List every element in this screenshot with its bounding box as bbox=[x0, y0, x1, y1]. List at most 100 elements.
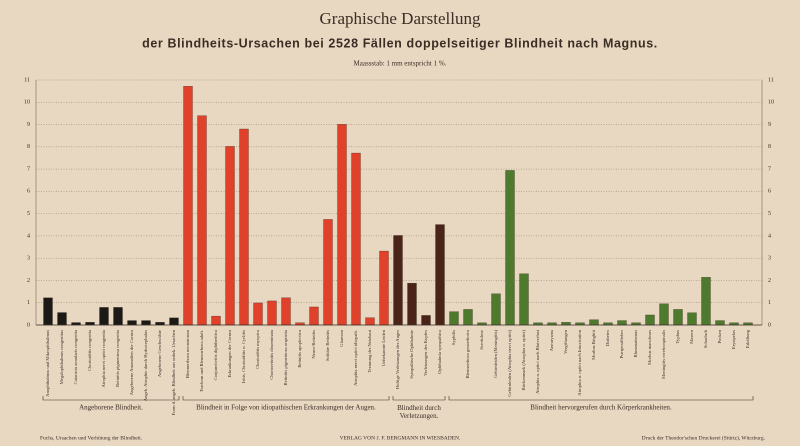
y-tick-label-right: 1 bbox=[768, 300, 771, 306]
x-tick-label: Meningitis cerebrospinalis bbox=[661, 330, 666, 379]
bar bbox=[197, 115, 207, 326]
x-tick-label: Chorioiditis myopica bbox=[255, 330, 260, 369]
bar bbox=[323, 219, 333, 326]
bar bbox=[407, 282, 417, 326]
group-bracket bbox=[42, 396, 180, 401]
y-tick-label: 7 bbox=[27, 166, 30, 172]
group-bracket bbox=[392, 396, 446, 401]
bar bbox=[701, 277, 711, 326]
x-tick-label: Neuro-Retinitis bbox=[311, 330, 316, 359]
x-tick-label: Angeb. Atrophie durch Hydrocephalus bbox=[143, 330, 148, 401]
x-tick-label: Atrophia nervi optici congenita bbox=[101, 330, 106, 388]
x-tick-label: Conjunctivitis diphtheritica bbox=[213, 330, 218, 380]
x-tick-label: Rheumatismus bbox=[633, 330, 638, 358]
bar bbox=[43, 297, 53, 326]
x-tick-label: Morbus maculosus bbox=[647, 330, 652, 365]
bar bbox=[85, 322, 95, 326]
x-tick-label: Morbus Brightii bbox=[591, 329, 596, 359]
bar bbox=[141, 320, 151, 326]
x-tick-label: Angeborene Anomalien der Cornea bbox=[129, 330, 134, 395]
footer-left: Fuchs, Ursachen und Verhütung der Blindh… bbox=[40, 435, 143, 441]
bar bbox=[659, 303, 669, 326]
bar bbox=[379, 250, 389, 326]
x-tick-label: Glaucom bbox=[339, 330, 344, 347]
bar bbox=[491, 293, 501, 326]
chart-title: Graphische Darstellung bbox=[320, 9, 481, 28]
x-tick-label: Masern bbox=[689, 329, 694, 343]
x-tick-label: Rückenmark (Atrophia n. optici) bbox=[521, 330, 526, 391]
x-tick-label: Iritis, Chorioiditis u. Cyclitis bbox=[241, 330, 247, 383]
x-tick-label: Cataracta zonularis congenita bbox=[73, 330, 78, 384]
group-bracket bbox=[448, 396, 754, 401]
x-tick-label: Blennorrhoea gonorrhoica bbox=[465, 330, 470, 378]
bar bbox=[99, 307, 109, 326]
x-tick-label: Anophthalmus und Mikrophthalmus bbox=[45, 330, 50, 397]
y-tick-label: 11 bbox=[24, 77, 30, 83]
y-tick-label: 10 bbox=[24, 100, 30, 106]
bar bbox=[281, 297, 291, 326]
bar bbox=[463, 309, 473, 326]
bar bbox=[155, 322, 165, 326]
x-tick-label: Retinitis pigmentosa acquisita bbox=[283, 330, 288, 385]
bar bbox=[435, 224, 445, 326]
chart-subtitle: der Blindheits-Ursachen bei 2528 Fällen … bbox=[142, 36, 658, 50]
bar bbox=[211, 315, 221, 326]
bar bbox=[337, 124, 347, 326]
bar bbox=[267, 300, 277, 326]
y-tick-label-right: 3 bbox=[768, 256, 771, 262]
y-tick-label: 0 bbox=[27, 322, 30, 328]
legend-label: Angeborene Blindheit. bbox=[79, 404, 143, 412]
x-tick-label: Ophthalmia sympathica bbox=[437, 330, 442, 374]
x-tick-label: Puerperalfieber bbox=[619, 330, 624, 359]
x-tick-label: Vergiftungen bbox=[563, 329, 568, 354]
bar bbox=[687, 312, 697, 326]
group-bracket bbox=[182, 396, 390, 401]
bar bbox=[589, 319, 599, 326]
x-tick-label: Retinitis apoplectica bbox=[297, 330, 302, 368]
x-tick-label: Atrophia n. optici nach Intoxication bbox=[577, 329, 582, 395]
y-tick-label: 5 bbox=[27, 211, 30, 217]
y-tick-label-right: 11 bbox=[768, 77, 774, 83]
x-tick-label: Verletzungen des Kopfes bbox=[423, 330, 428, 376]
x-tick-label: Typhus bbox=[675, 330, 680, 344]
bar bbox=[309, 306, 319, 326]
x-tick-label: Syphilis bbox=[451, 330, 456, 345]
y-tick-label-right: 0 bbox=[768, 322, 771, 328]
x-tick-label: Erkrankungen der Cornea bbox=[227, 330, 232, 377]
bar bbox=[673, 309, 683, 326]
x-tick-label: Scharlach bbox=[703, 329, 708, 348]
x-tick-label: Trachom und Blennorrhoea adult. bbox=[199, 330, 204, 392]
bar bbox=[351, 152, 361, 326]
bar bbox=[715, 320, 725, 326]
x-tick-label: Scrofulose bbox=[479, 330, 484, 350]
x-tick-label: Pocken bbox=[717, 329, 722, 343]
x-tick-label: Retinitis pigmentosa congenita bbox=[115, 330, 120, 387]
bar bbox=[645, 314, 655, 326]
y-tick-label-right: 6 bbox=[768, 189, 771, 195]
bar bbox=[505, 170, 515, 326]
y-tick-label-right: 2 bbox=[768, 278, 771, 284]
y-tick-label-right: 9 bbox=[768, 122, 771, 128]
x-tick-label: Erkältung bbox=[745, 329, 750, 348]
bar bbox=[239, 128, 249, 326]
y-tick-label: 9 bbox=[27, 122, 30, 128]
x-tick-label: Blennorrhoea neonatorum bbox=[185, 330, 190, 379]
x-tick-label: Megalophthalmus congenitus bbox=[59, 330, 64, 384]
y-tick-label: 6 bbox=[27, 189, 30, 195]
bar bbox=[561, 322, 571, 326]
x-tick-label: Heftige Verletzungen des Auges bbox=[395, 330, 400, 389]
scale-note: Maassstab: 1 mm entspricht 1 %. bbox=[354, 60, 447, 68]
x-tick-label: Gehirnleiden (Atrophia nervi optici) bbox=[507, 330, 512, 397]
bar bbox=[57, 312, 67, 326]
y-tick-label-right: 7 bbox=[768, 166, 771, 172]
x-tick-label: Atrophia nervi optici idiopath. bbox=[353, 330, 358, 386]
bar bbox=[365, 317, 375, 326]
x-tick-label: Solitäre Retinitis bbox=[325, 330, 330, 361]
x-tick-label: Gehirnleiden (Meningitis) bbox=[493, 330, 498, 379]
bar bbox=[225, 146, 235, 326]
bar bbox=[253, 302, 263, 326]
x-tick-label: Diabetes bbox=[605, 330, 610, 346]
x-tick-label: Erysipelas bbox=[731, 330, 736, 349]
y-tick-label: 3 bbox=[27, 256, 30, 262]
